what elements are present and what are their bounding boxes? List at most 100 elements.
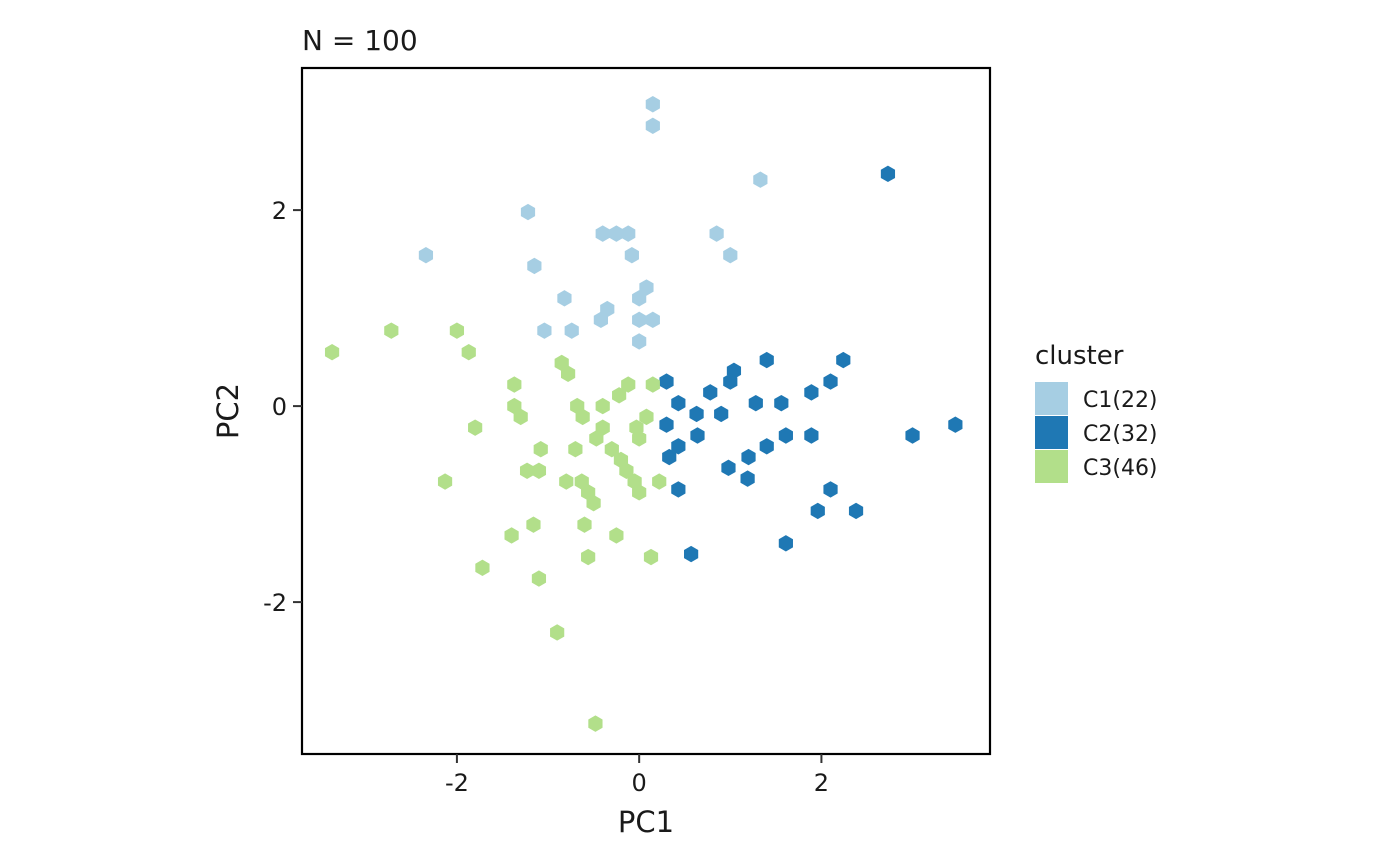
point-c2-24 — [740, 470, 755, 487]
point-c1-15 — [632, 311, 647, 329]
point-c1-11 — [557, 290, 572, 307]
point-c1-19 — [632, 333, 647, 350]
point-c2-16 — [690, 427, 705, 444]
point-c3-32 — [586, 494, 601, 512]
point-c3-1 — [384, 322, 399, 339]
y-tick-label: 2 — [272, 197, 287, 225]
point-c2-5 — [723, 373, 738, 390]
point-c2-17 — [778, 427, 793, 444]
point-c2-1 — [759, 351, 774, 369]
point-c1-9 — [527, 257, 542, 275]
point-c3-4 — [554, 354, 569, 372]
point-c2-7 — [703, 384, 718, 401]
y-tick-label: 0 — [272, 393, 287, 421]
point-c3-40 — [531, 570, 547, 587]
point-c3-23 — [531, 462, 547, 479]
x-tick-label: -2 — [445, 769, 469, 797]
point-c3-9 — [612, 387, 627, 404]
plot-panel-border — [300, 66, 992, 756]
point-c3-39 — [475, 559, 490, 576]
point-c2-18 — [804, 427, 819, 444]
point-c3-45 — [632, 430, 647, 447]
point-c1-18 — [564, 322, 579, 339]
point-c2-11 — [774, 394, 789, 412]
point-c2-13 — [714, 405, 729, 423]
point-c3-10 — [507, 397, 522, 415]
point-c2-25 — [671, 481, 686, 498]
point-c1-5 — [609, 225, 624, 242]
point-c2-23 — [721, 459, 736, 477]
point-c2-27 — [810, 502, 825, 520]
point-c1-21 — [624, 246, 639, 264]
point-c3-22 — [519, 462, 535, 479]
point-c1-16 — [645, 311, 660, 329]
point-c3-11 — [595, 397, 610, 415]
point-c3-34 — [577, 516, 592, 533]
point-c2-8 — [804, 384, 819, 401]
point-c2-15 — [659, 416, 674, 433]
point-c2-28 — [848, 502, 864, 520]
point-c2-19 — [905, 427, 920, 444]
chart-title: N = 100 — [302, 24, 418, 57]
point-c3-44 — [570, 397, 585, 415]
point-c3-42 — [588, 715, 603, 732]
point-c3-38 — [643, 548, 659, 566]
legend-key-c2 — [1035, 416, 1068, 449]
point-c2-4 — [659, 373, 674, 390]
point-c1-3 — [520, 203, 536, 221]
point-c1-12 — [632, 290, 647, 307]
point-c1-8 — [723, 246, 738, 264]
point-c2-12 — [689, 405, 704, 423]
y-tick-label: -2 — [263, 589, 287, 617]
point-c3-2 — [449, 322, 465, 339]
point-c3-6 — [507, 376, 522, 393]
point-c3-3 — [461, 344, 476, 361]
legend-label-c3: C3(46) — [1083, 456, 1158, 481]
point-c1-7 — [418, 246, 434, 264]
point-c3-36 — [609, 527, 624, 544]
point-c2-21 — [759, 438, 774, 455]
point-c2-0 — [880, 165, 896, 183]
point-c3-7 — [621, 376, 636, 393]
point-c3-25 — [437, 473, 453, 490]
point-c2-30 — [684, 545, 699, 563]
point-c3-33 — [526, 516, 541, 533]
point-c3-14 — [639, 408, 654, 426]
point-c1-2 — [753, 171, 768, 188]
point-c2-29 — [778, 535, 793, 552]
point-c1-0 — [645, 96, 660, 113]
point-c2-20 — [671, 438, 686, 455]
point-c2-26 — [823, 481, 838, 498]
point-c3-20 — [568, 441, 583, 458]
point-c3-29 — [652, 473, 667, 490]
point-c1-10 — [639, 279, 654, 296]
point-c1-20 — [621, 225, 636, 242]
point-c3-15 — [468, 419, 483, 436]
legend-items: C1(22) C2(32) C3(46) — [1035, 382, 1158, 483]
point-c2-6 — [823, 373, 838, 390]
point-c1-13 — [600, 300, 615, 318]
point-c1-6 — [709, 225, 724, 242]
point-c3-41 — [550, 624, 565, 641]
legend-label-c2: C2(32) — [1083, 422, 1158, 447]
point-c3-0 — [324, 344, 340, 361]
legend-key-c3 — [1035, 450, 1068, 483]
point-c3-16 — [595, 419, 610, 436]
point-c3-43 — [604, 441, 619, 458]
x-tick-label: 2 — [814, 769, 829, 797]
legend-label-c1: C1(22) — [1083, 388, 1158, 413]
point-c2-14 — [948, 416, 963, 433]
legend-key-c1 — [1035, 382, 1068, 415]
point-c1-14 — [593, 311, 608, 329]
point-c3-18 — [589, 430, 604, 447]
point-c2-9 — [671, 394, 686, 412]
point-c3-12 — [513, 408, 528, 426]
point-c1-4 — [595, 225, 610, 242]
point-c3-31 — [632, 484, 647, 501]
point-c1-1 — [645, 117, 660, 135]
point-c2-2 — [836, 351, 851, 369]
point-c3-27 — [574, 473, 589, 490]
point-c3-37 — [581, 548, 596, 566]
legend-title: cluster — [1035, 341, 1124, 371]
